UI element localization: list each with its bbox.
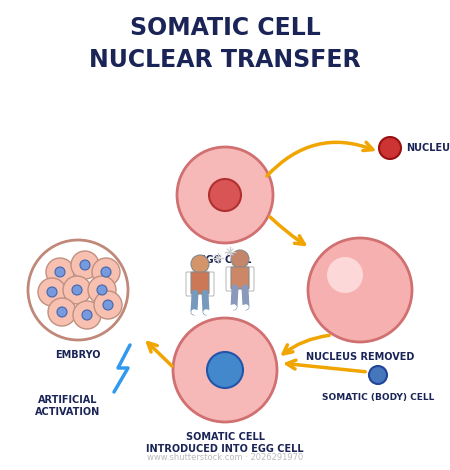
FancyBboxPatch shape	[206, 272, 214, 296]
Circle shape	[82, 310, 92, 320]
Circle shape	[47, 287, 57, 297]
Text: SOMATIC (BODY) CELL: SOMATIC (BODY) CELL	[322, 393, 434, 402]
Text: NUCLEUS REMOVED: NUCLEUS REMOVED	[306, 352, 414, 362]
Circle shape	[28, 240, 128, 340]
FancyBboxPatch shape	[246, 267, 254, 291]
FancyBboxPatch shape	[231, 267, 249, 289]
Circle shape	[369, 366, 387, 384]
Circle shape	[177, 147, 273, 243]
Circle shape	[72, 285, 82, 295]
Text: EMBRYO: EMBRYO	[55, 350, 101, 360]
Circle shape	[38, 278, 66, 306]
FancyBboxPatch shape	[191, 272, 209, 294]
Text: SOMATIC CELL: SOMATIC CELL	[130, 16, 320, 40]
Circle shape	[73, 301, 101, 329]
Circle shape	[308, 238, 412, 342]
Circle shape	[231, 250, 249, 268]
Text: NUCLEAR TRANSFER: NUCLEAR TRANSFER	[89, 48, 361, 72]
Circle shape	[88, 276, 116, 304]
Circle shape	[191, 255, 209, 273]
Circle shape	[71, 251, 99, 279]
FancyBboxPatch shape	[186, 272, 194, 296]
Circle shape	[80, 260, 90, 270]
Text: NUCLEUS: NUCLEUS	[406, 143, 450, 153]
Text: ARTIFICIAL
ACTIVATION: ARTIFICIAL ACTIVATION	[36, 395, 101, 416]
Circle shape	[48, 298, 76, 326]
Text: EGG CELL: EGG CELL	[199, 255, 251, 265]
Circle shape	[103, 300, 113, 310]
Circle shape	[327, 257, 363, 293]
Text: SOMATIC CELL
INTRODUCED INTO EGG CELL: SOMATIC CELL INTRODUCED INTO EGG CELL	[146, 432, 304, 454]
Circle shape	[97, 285, 107, 295]
Circle shape	[46, 258, 74, 286]
Circle shape	[57, 307, 67, 317]
Circle shape	[55, 267, 65, 277]
Circle shape	[94, 291, 122, 319]
Circle shape	[101, 267, 111, 277]
Circle shape	[92, 258, 120, 286]
Text: www.shutterstock.com · 2026291970: www.shutterstock.com · 2026291970	[147, 454, 303, 462]
Circle shape	[173, 318, 277, 422]
Circle shape	[63, 276, 91, 304]
FancyBboxPatch shape	[226, 267, 234, 291]
Circle shape	[207, 352, 243, 388]
Circle shape	[379, 137, 401, 159]
Circle shape	[209, 179, 241, 211]
